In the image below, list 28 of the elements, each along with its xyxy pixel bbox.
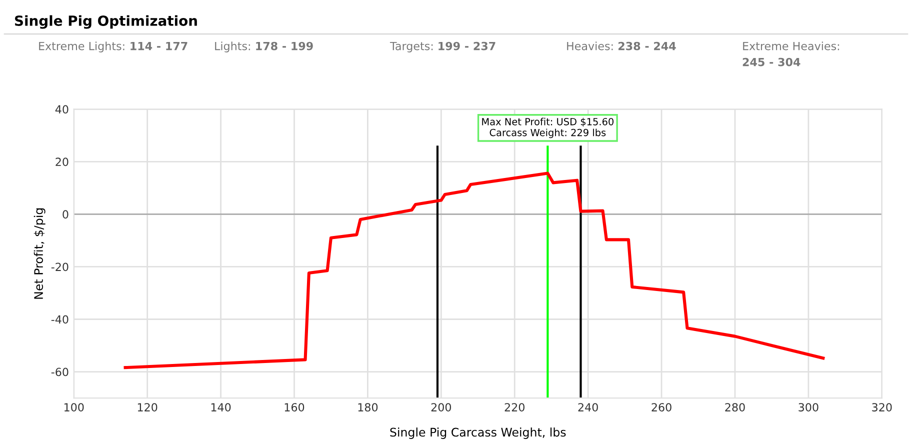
x-tick-label: 320 xyxy=(872,403,892,412)
y-tick-label: -40 xyxy=(51,315,68,324)
y-tick-label: 40 xyxy=(55,105,68,114)
text: Extreme Lights: 114 - 177 xyxy=(39,42,188,52)
x-tick-label: 240 xyxy=(578,403,598,412)
text: Lights: 178 - 199 xyxy=(215,42,313,52)
x-tick-label: 200 xyxy=(431,403,452,412)
x-tick-label: 100 xyxy=(64,403,84,412)
x-tick-label: 120 xyxy=(138,403,158,412)
y-tick-label: -20 xyxy=(51,262,68,272)
y-axis-title: Net Profit, $/pig xyxy=(34,208,46,299)
text: Heavies: 238 - 244 xyxy=(567,42,676,50)
x-tick-label: 140 xyxy=(211,403,231,412)
y-tick-label: -60 xyxy=(51,368,68,376)
x-tick-label: 300 xyxy=(798,403,818,412)
x-tick-label: 260 xyxy=(652,403,672,412)
y-tick-label: 0 xyxy=(62,210,68,219)
y-tick-label: 20 xyxy=(56,158,68,166)
line-series xyxy=(124,172,825,370)
chart-title: Single Pig Optimization xyxy=(14,15,197,29)
text: Targets: 199 - 237 xyxy=(390,42,496,52)
x-axis-title: Single Pig Carcass Weight, lbs xyxy=(390,428,566,439)
annotation: Max Net Profit: USD $15.60 Carcass Weight: 229 lbs xyxy=(482,118,614,138)
x-tick-label: 160 xyxy=(284,403,304,412)
text: Extreme Heavies: 245 - 304 xyxy=(742,42,840,66)
x-tick-label: 220 xyxy=(504,403,524,412)
x-tick-label: 180 xyxy=(358,403,378,412)
x-tick-label: 280 xyxy=(725,403,745,412)
